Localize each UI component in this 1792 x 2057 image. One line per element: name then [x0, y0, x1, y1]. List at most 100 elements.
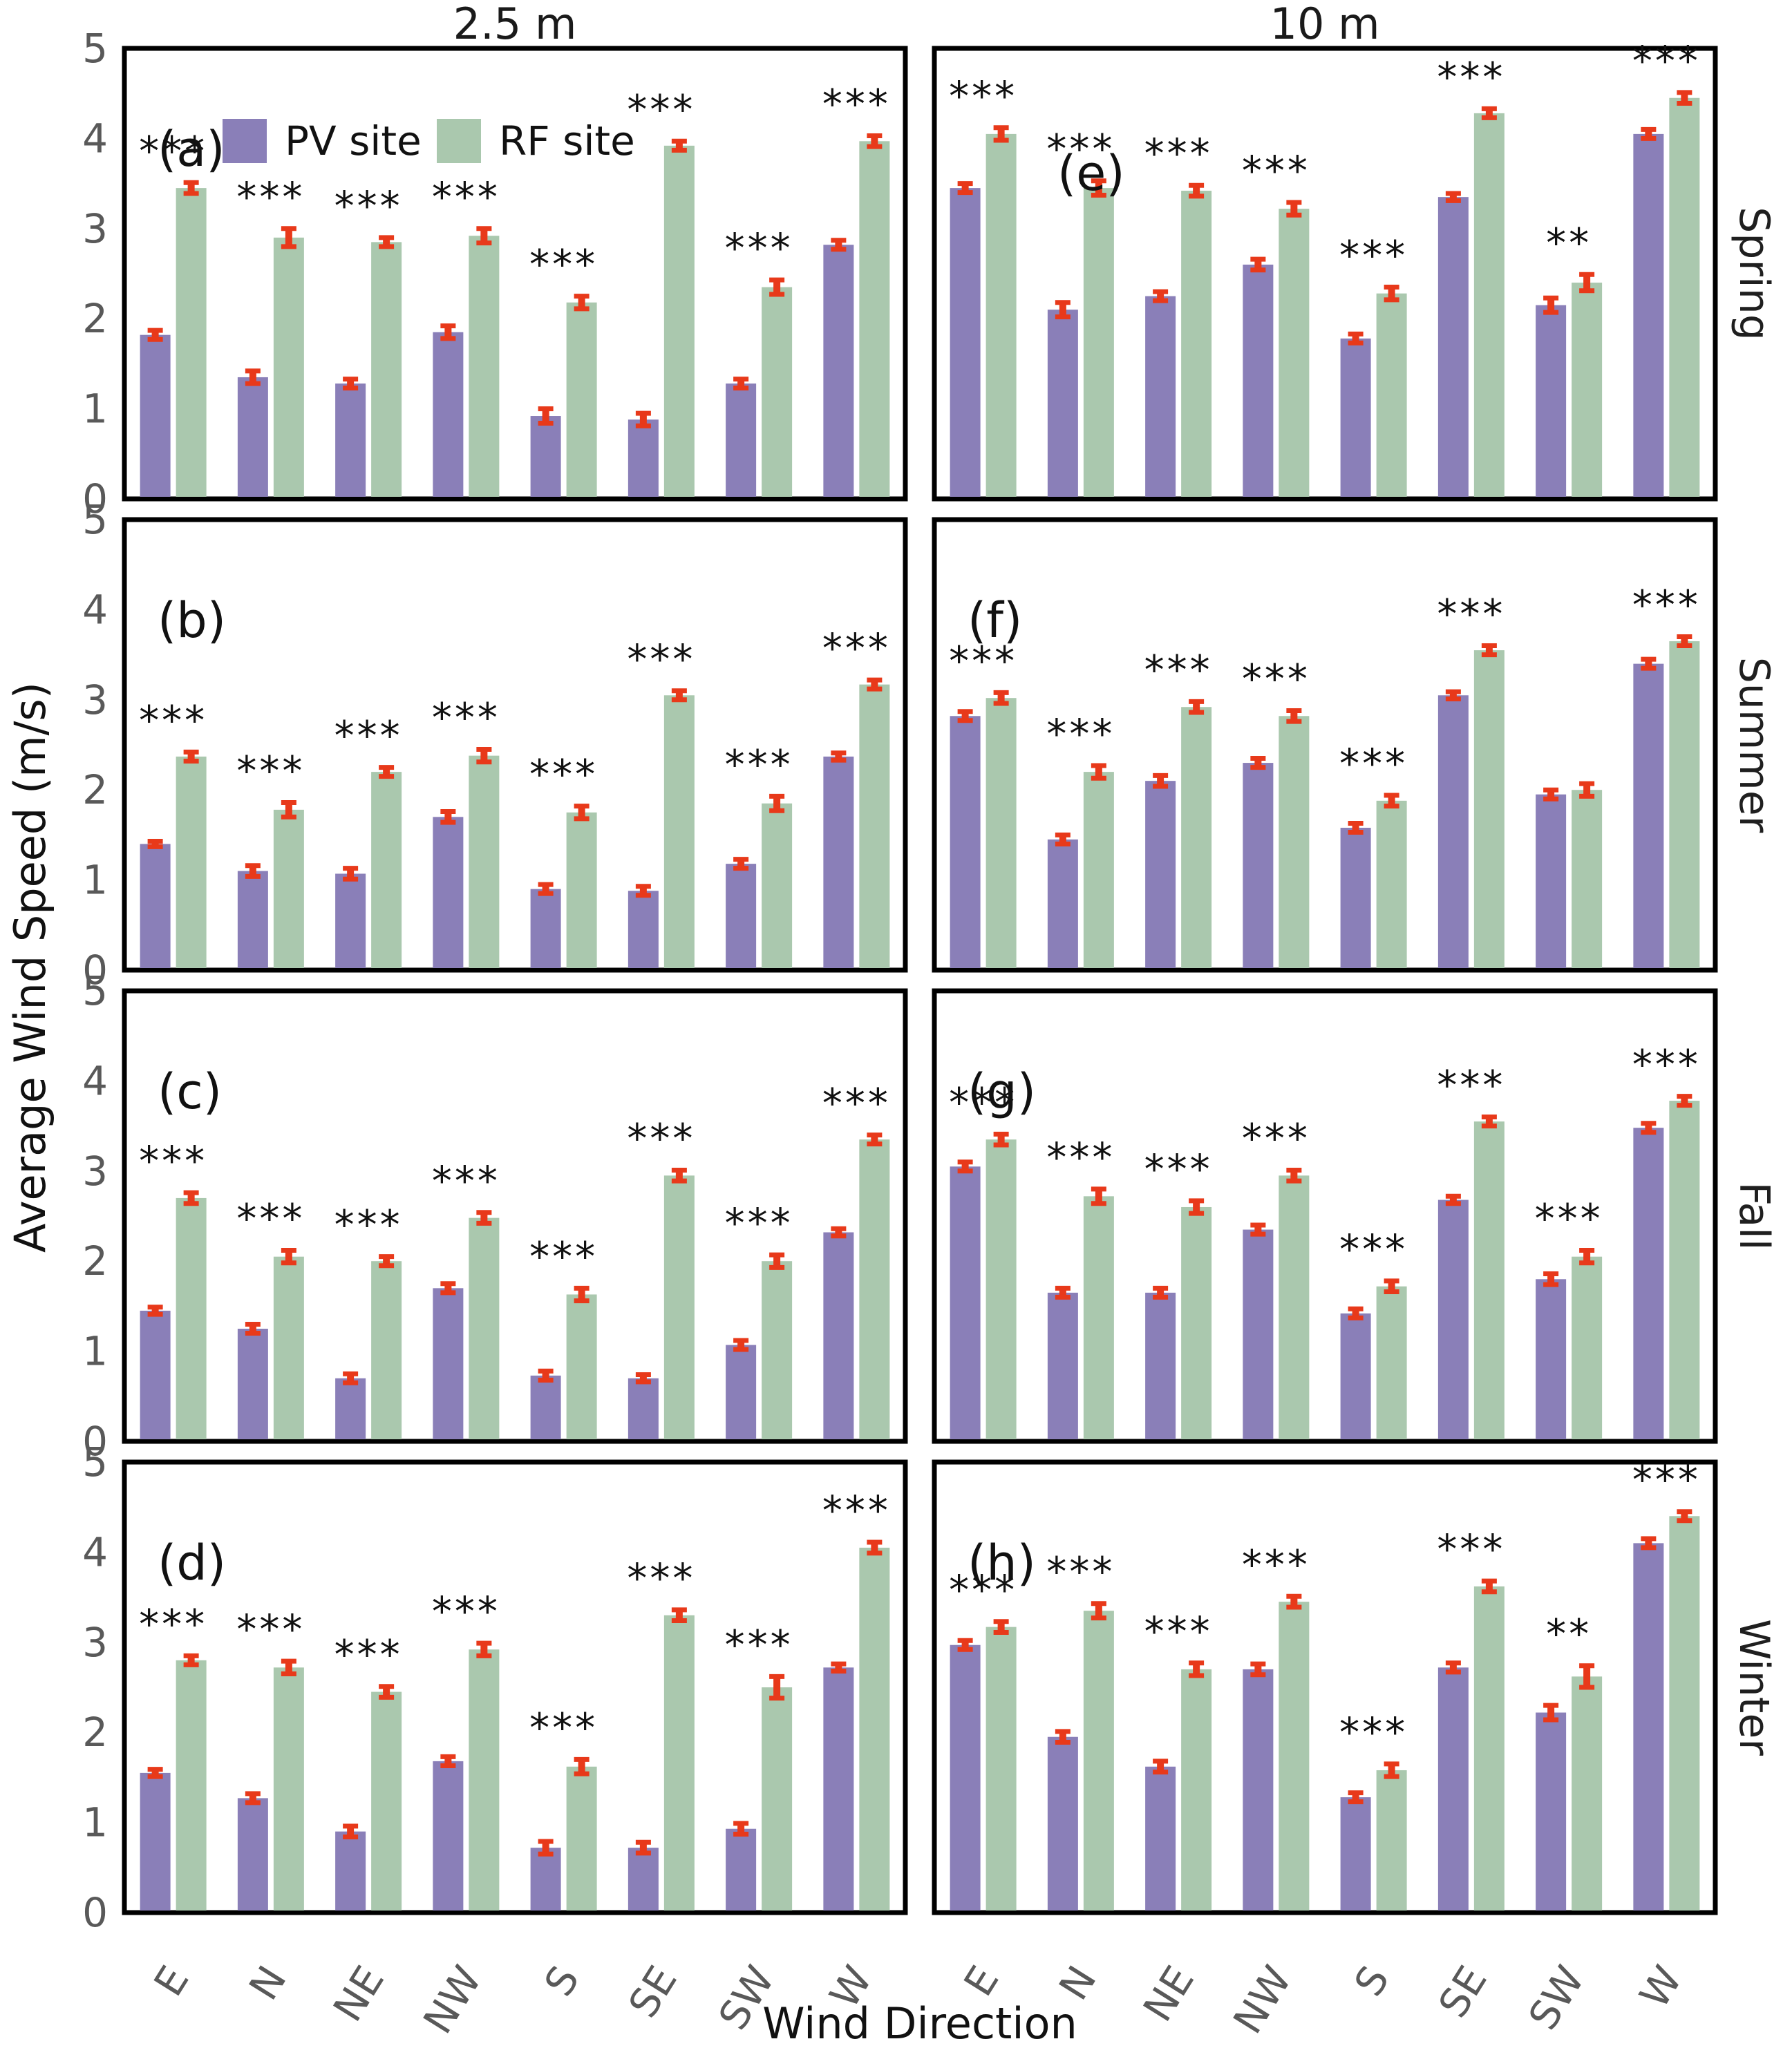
sig-stars-SE: ***: [1437, 53, 1505, 100]
bar-pv-SW: [726, 1345, 757, 1439]
error-bar-caps: [993, 1619, 1009, 1635]
error-bar-caps: [769, 793, 785, 813]
bar-pv-W: [1633, 133, 1664, 497]
y-tick-4: 4: [82, 1057, 108, 1104]
sig-stars-NW: ***: [1242, 655, 1310, 702]
error-bar-caps: [1579, 1663, 1595, 1690]
bar-rf-SW: [762, 287, 793, 497]
error-bar-caps: [1543, 295, 1559, 315]
panel-letter-b: (b): [158, 592, 226, 649]
bar-rf-E: [985, 698, 1017, 968]
sig-stars-N: ***: [236, 1195, 305, 1242]
bar-pv-NW: [433, 1761, 464, 1911]
bar-pv-N: [237, 1798, 268, 1911]
error-bar-caps: [831, 238, 847, 252]
bar-pv-SE: [628, 419, 659, 497]
bar-rf-SW: [762, 1687, 793, 1911]
y-tick-2: 2: [82, 1709, 108, 1756]
bar-pv-W: [823, 1232, 854, 1439]
error-bar-caps: [1153, 1759, 1169, 1775]
bar-pv-SW: [726, 383, 757, 497]
bar-pv-SW: [1536, 1712, 1567, 1911]
error-bar-caps: [1445, 1660, 1461, 1675]
error-bar-caps: [538, 1839, 554, 1857]
error-bar-caps: [245, 863, 261, 879]
error-bar-caps: [1445, 191, 1461, 203]
error-bar-caps: [671, 1168, 687, 1184]
bar-rf-SE: [663, 145, 695, 497]
bar-pv-N: [1047, 1736, 1078, 1911]
y-tick-0: 0: [82, 947, 108, 994]
x-tick-N: N: [240, 1958, 296, 2008]
y-tick-3: 3: [82, 1619, 108, 1666]
bar-pv-NW: [1243, 264, 1274, 497]
error-bar-caps: [379, 1684, 395, 1700]
error-bar-caps: [1579, 272, 1595, 294]
sig-stars-SW: ***: [725, 741, 793, 788]
bar-rf-W: [859, 1547, 890, 1911]
bar-rf-E: [985, 1139, 1017, 1439]
sig-stars-NE: ***: [1144, 130, 1213, 177]
bar-rf-N: [1083, 1611, 1114, 1911]
bar-pv-NE: [1145, 1292, 1176, 1439]
panel-g: ****** ******************(g): [932, 988, 1718, 1444]
error-bar-caps: [1677, 1509, 1692, 1524]
sig-stars-NE: ***: [334, 712, 403, 759]
sig-stars-NE: ***: [334, 182, 403, 229]
error-bar-caps: [281, 226, 296, 249]
sig-stars-W: ***: [822, 625, 891, 672]
x-tick-NW: NW: [414, 1958, 491, 2041]
panel-c: *** *** *** *** *** *** *** *** (c) 5 4 3 2 1 0: [82, 967, 908, 1465]
sig-stars-S: ***: [1339, 740, 1408, 787]
error-bar-caps: [343, 1823, 359, 1839]
bar-rf-NE: [371, 242, 402, 497]
y-tick-3: 3: [82, 676, 108, 723]
bar-rf-SE: [663, 1175, 695, 1439]
error-bar-caps: [1091, 1186, 1106, 1206]
error-bar-caps: [538, 1368, 554, 1383]
bar-pv-SW: [1536, 1279, 1567, 1439]
error-bar-caps: [1250, 256, 1266, 273]
error-bar-caps: [867, 1539, 883, 1556]
bar-rf-S: [566, 302, 597, 497]
error-bar-caps: [281, 1658, 296, 1676]
sig-stars-S: ***: [1339, 1709, 1408, 1756]
error-bar-caps: [1677, 634, 1692, 649]
bar-rf-N: [273, 237, 304, 497]
bar-rf-NW: [469, 1217, 500, 1439]
error-bar-caps: [635, 1839, 651, 1856]
error-bar-caps: [957, 709, 973, 723]
error-bar-caps: [1153, 1285, 1169, 1300]
sig-stars-SE: ***: [1437, 591, 1505, 638]
bar-pv-NW: [433, 1288, 464, 1439]
legend-swatch-pv: [223, 119, 267, 163]
bar-pv-SW: [1536, 794, 1567, 968]
panel-letter-e: (e): [1057, 145, 1125, 202]
sig-stars-N: ***: [1046, 126, 1115, 173]
error-bar-caps: [476, 1210, 492, 1226]
bar-rf-SW: [1572, 283, 1603, 497]
bar-pv-E: [950, 1166, 981, 1439]
y-tick-0: 0: [82, 475, 108, 522]
x-tick-S: S: [1345, 1958, 1398, 2004]
error-bar-caps: [1641, 126, 1657, 141]
bar-rf-S: [1376, 1770, 1407, 1911]
bar-rf-N: [1083, 772, 1114, 968]
error-bar-caps: [1091, 178, 1106, 198]
bar-rf-NW: [469, 1649, 500, 1911]
x-tick-NW: NW: [1224, 1958, 1301, 2041]
bar-rf-S: [566, 1294, 597, 1439]
error-bar-caps: [538, 882, 554, 896]
error-bar-caps: [1153, 289, 1169, 303]
bar-pv-S: [1340, 1797, 1371, 1911]
sig-stars-E: ***: [949, 637, 1017, 684]
sig-stars-W: ***: [1632, 37, 1701, 84]
sig-stars-NE: ***: [334, 1202, 403, 1249]
bar-pv-N: [1047, 1292, 1078, 1439]
bar-rf-NE: [371, 1691, 402, 1911]
bar-rf-N: [273, 1256, 304, 1439]
sig-stars-SE: ***: [627, 636, 695, 683]
bar-pv-SE: [628, 1378, 659, 1439]
bar-pv-W: [823, 1667, 854, 1911]
legend-label-rf: RF site: [499, 117, 635, 164]
